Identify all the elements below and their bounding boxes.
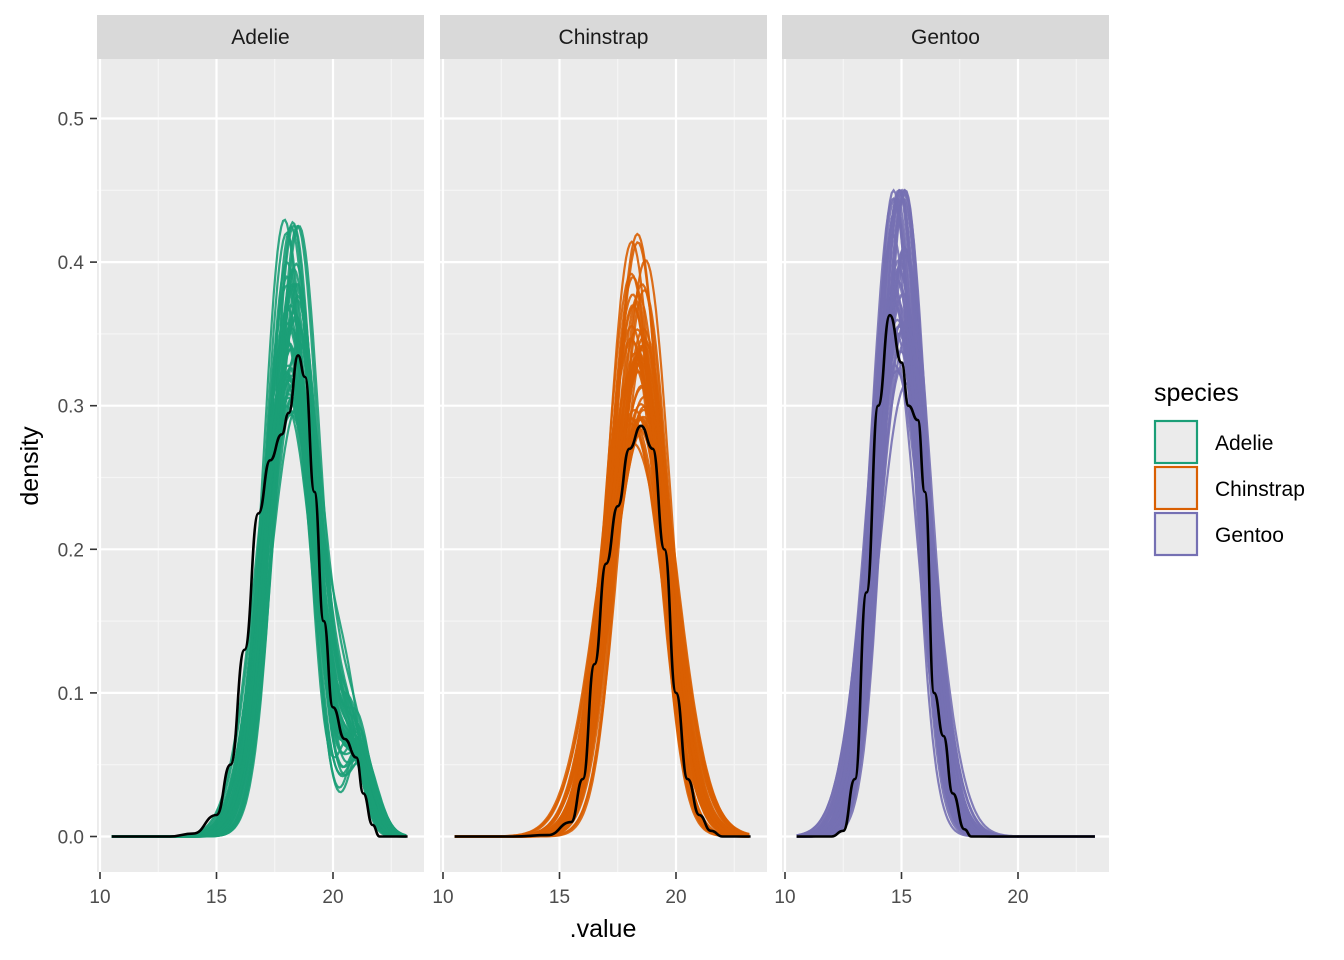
panel-gentoo: Gentoo 10 15 20 — [774, 15, 1109, 908]
x-tick-label: 10 — [89, 887, 110, 908]
strip-gentoo — [782, 15, 1109, 59]
legend-label-adelie: Adelie — [1215, 432, 1273, 455]
y-tick-label: 0.2 — [58, 540, 84, 561]
density-lines — [454, 232, 751, 838]
legend-title: species — [1154, 379, 1239, 407]
x-tick-label: 20 — [665, 887, 686, 908]
x-tick-label: 15 — [891, 887, 912, 908]
legend-key-adelie — [1153, 419, 1199, 465]
legend-key-gentoo — [1153, 511, 1199, 557]
y-tick-label: 0.3 — [58, 397, 84, 418]
x-tick-label: 10 — [774, 887, 795, 908]
strip-chinstrap — [440, 15, 767, 59]
strip-adelie — [97, 15, 424, 59]
observed-density-line — [111, 354, 408, 838]
observed-density-line — [454, 424, 751, 838]
x-tick-label: 15 — [549, 887, 570, 908]
y-tick-label: 0.4 — [58, 253, 85, 274]
density-lines — [111, 218, 408, 838]
y-tick-label: 0.1 — [58, 684, 84, 705]
strip-label-adelie: Adelie — [231, 26, 289, 49]
panel-adelie: Adelie 10 15 20 — [89, 15, 424, 908]
x-axis-title: .value — [570, 915, 637, 943]
legend: species Adelie Chinstrap Gentoo — [1153, 379, 1305, 557]
strip-label-chinstrap: Chinstrap — [559, 26, 649, 49]
y-axis-title: density — [16, 426, 44, 506]
x-tick-label: 15 — [206, 887, 227, 908]
legend-key-chinstrap — [1153, 465, 1199, 511]
legend-label-gentoo: Gentoo — [1215, 524, 1284, 547]
panel-background — [97, 59, 424, 872]
y-tick-label: 0.0 — [58, 828, 84, 849]
panel-background — [440, 59, 767, 872]
legend-label-chinstrap: Chinstrap — [1215, 478, 1305, 501]
observed-density-line — [796, 313, 1095, 838]
x-tick-label: 20 — [1007, 887, 1028, 908]
strip-label-gentoo: Gentoo — [911, 26, 980, 49]
x-tick-label: 10 — [432, 887, 453, 908]
y-tick-label: 0.5 — [58, 110, 84, 131]
x-tick-label: 20 — [322, 887, 343, 908]
density-lines — [796, 188, 1095, 838]
panel-chinstrap: Chinstrap 10 15 20 — [432, 15, 767, 908]
